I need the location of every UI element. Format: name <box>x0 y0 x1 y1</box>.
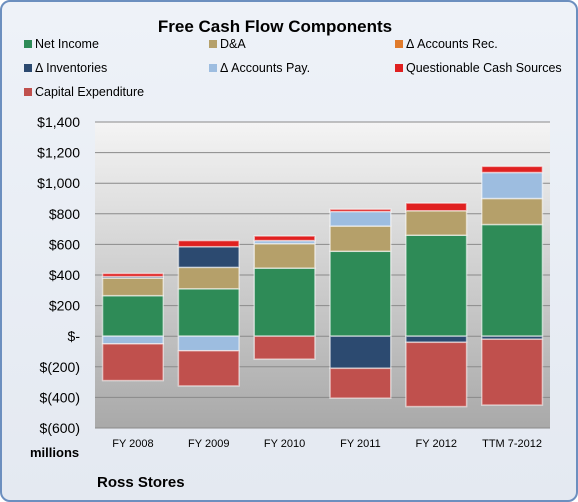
bar-segment <box>405 341 468 408</box>
legend-label: Δ Accounts Rec. <box>406 37 498 51</box>
bar-segment <box>405 335 468 344</box>
bar-segment <box>177 245 240 269</box>
bar-segment <box>177 335 240 352</box>
bar-segment <box>481 171 544 200</box>
legend-swatch <box>395 64 403 72</box>
x-tick-label: FY 2008 <box>112 438 153 450</box>
x-tick-label: TTM 7-2012 <box>482 438 542 450</box>
legend-label: Δ Accounts Pay. <box>220 61 310 75</box>
bar-segment <box>329 250 392 337</box>
y-tick-label: $- <box>68 328 81 344</box>
legend-swatch <box>24 40 32 48</box>
x-tick-label: FY 2009 <box>188 438 229 450</box>
y-tick-label: $(200) <box>40 359 80 375</box>
bar-segment <box>329 225 392 253</box>
chart-title: Free Cash Flow Components <box>158 17 392 36</box>
y-tick-label: $1,000 <box>37 175 80 191</box>
x-axis: FY 2008 FY 2009 FY 2010 FY 2011 FY 2012 TTM 7… <box>112 438 542 450</box>
bars <box>101 165 544 408</box>
bar-segment <box>253 235 316 242</box>
bar-segment <box>329 335 392 370</box>
bar-segment <box>481 165 544 174</box>
y-tick-label: $800 <box>49 206 80 222</box>
legend-swatch <box>395 40 403 48</box>
bar-segment <box>101 294 165 337</box>
bar-segment <box>101 335 165 345</box>
bar-segment <box>481 338 544 406</box>
y-tick-label: $(400) <box>40 389 80 405</box>
bar-segment <box>481 223 544 337</box>
y-tick-label: $1,400 <box>37 114 80 130</box>
x-tick-label: FY 2010 <box>264 438 305 450</box>
legend-swatch <box>209 40 217 48</box>
bar-segment <box>253 267 316 337</box>
gridlines <box>95 121 550 429</box>
legend: Net Income D&A Δ Accounts Rec. Δ Inventorie… <box>24 37 562 99</box>
legend-label: Capital Expenditure <box>35 85 144 99</box>
y-axis: $(600) $(400) $(200) $- $200 $400 $600 $800 $1,0… <box>37 114 80 436</box>
bar-segment <box>253 242 316 269</box>
bar-segment <box>405 209 468 236</box>
bar-segment <box>405 234 468 337</box>
y-tick-label: $400 <box>49 267 80 283</box>
footer-label: Ross Stores <box>97 474 185 491</box>
unit-label: millions <box>30 445 79 460</box>
x-tick-label: FY 2011 <box>340 438 381 450</box>
bar-segment <box>177 288 240 337</box>
x-tick-label: FY 2012 <box>416 438 457 450</box>
bar-segment <box>253 335 316 360</box>
legend-label: Δ Inventories <box>35 61 107 75</box>
bar-segment <box>177 239 240 248</box>
bar-segment <box>481 197 544 226</box>
y-tick-label: $600 <box>49 236 80 252</box>
bar-segment <box>405 202 468 212</box>
y-tick-label: $200 <box>49 298 80 314</box>
bar-segment <box>177 349 240 387</box>
bar-segment <box>329 367 392 399</box>
legend-swatch <box>24 64 32 72</box>
legend-label: D&A <box>220 37 246 51</box>
legend-label: Questionable Cash Sources <box>406 61 562 75</box>
bar-segment <box>329 210 392 227</box>
bar-segment <box>329 208 392 213</box>
legend-swatch <box>209 64 217 72</box>
bar-segment <box>101 343 165 382</box>
legend-swatch <box>24 88 32 96</box>
y-tick-label: $1,200 <box>37 145 80 161</box>
y-tick-label: $(600) <box>40 420 80 436</box>
bar-segment <box>177 266 240 290</box>
legend-label: Net Income <box>35 37 99 51</box>
bar-segment <box>101 277 165 297</box>
bar-segment <box>101 272 165 278</box>
